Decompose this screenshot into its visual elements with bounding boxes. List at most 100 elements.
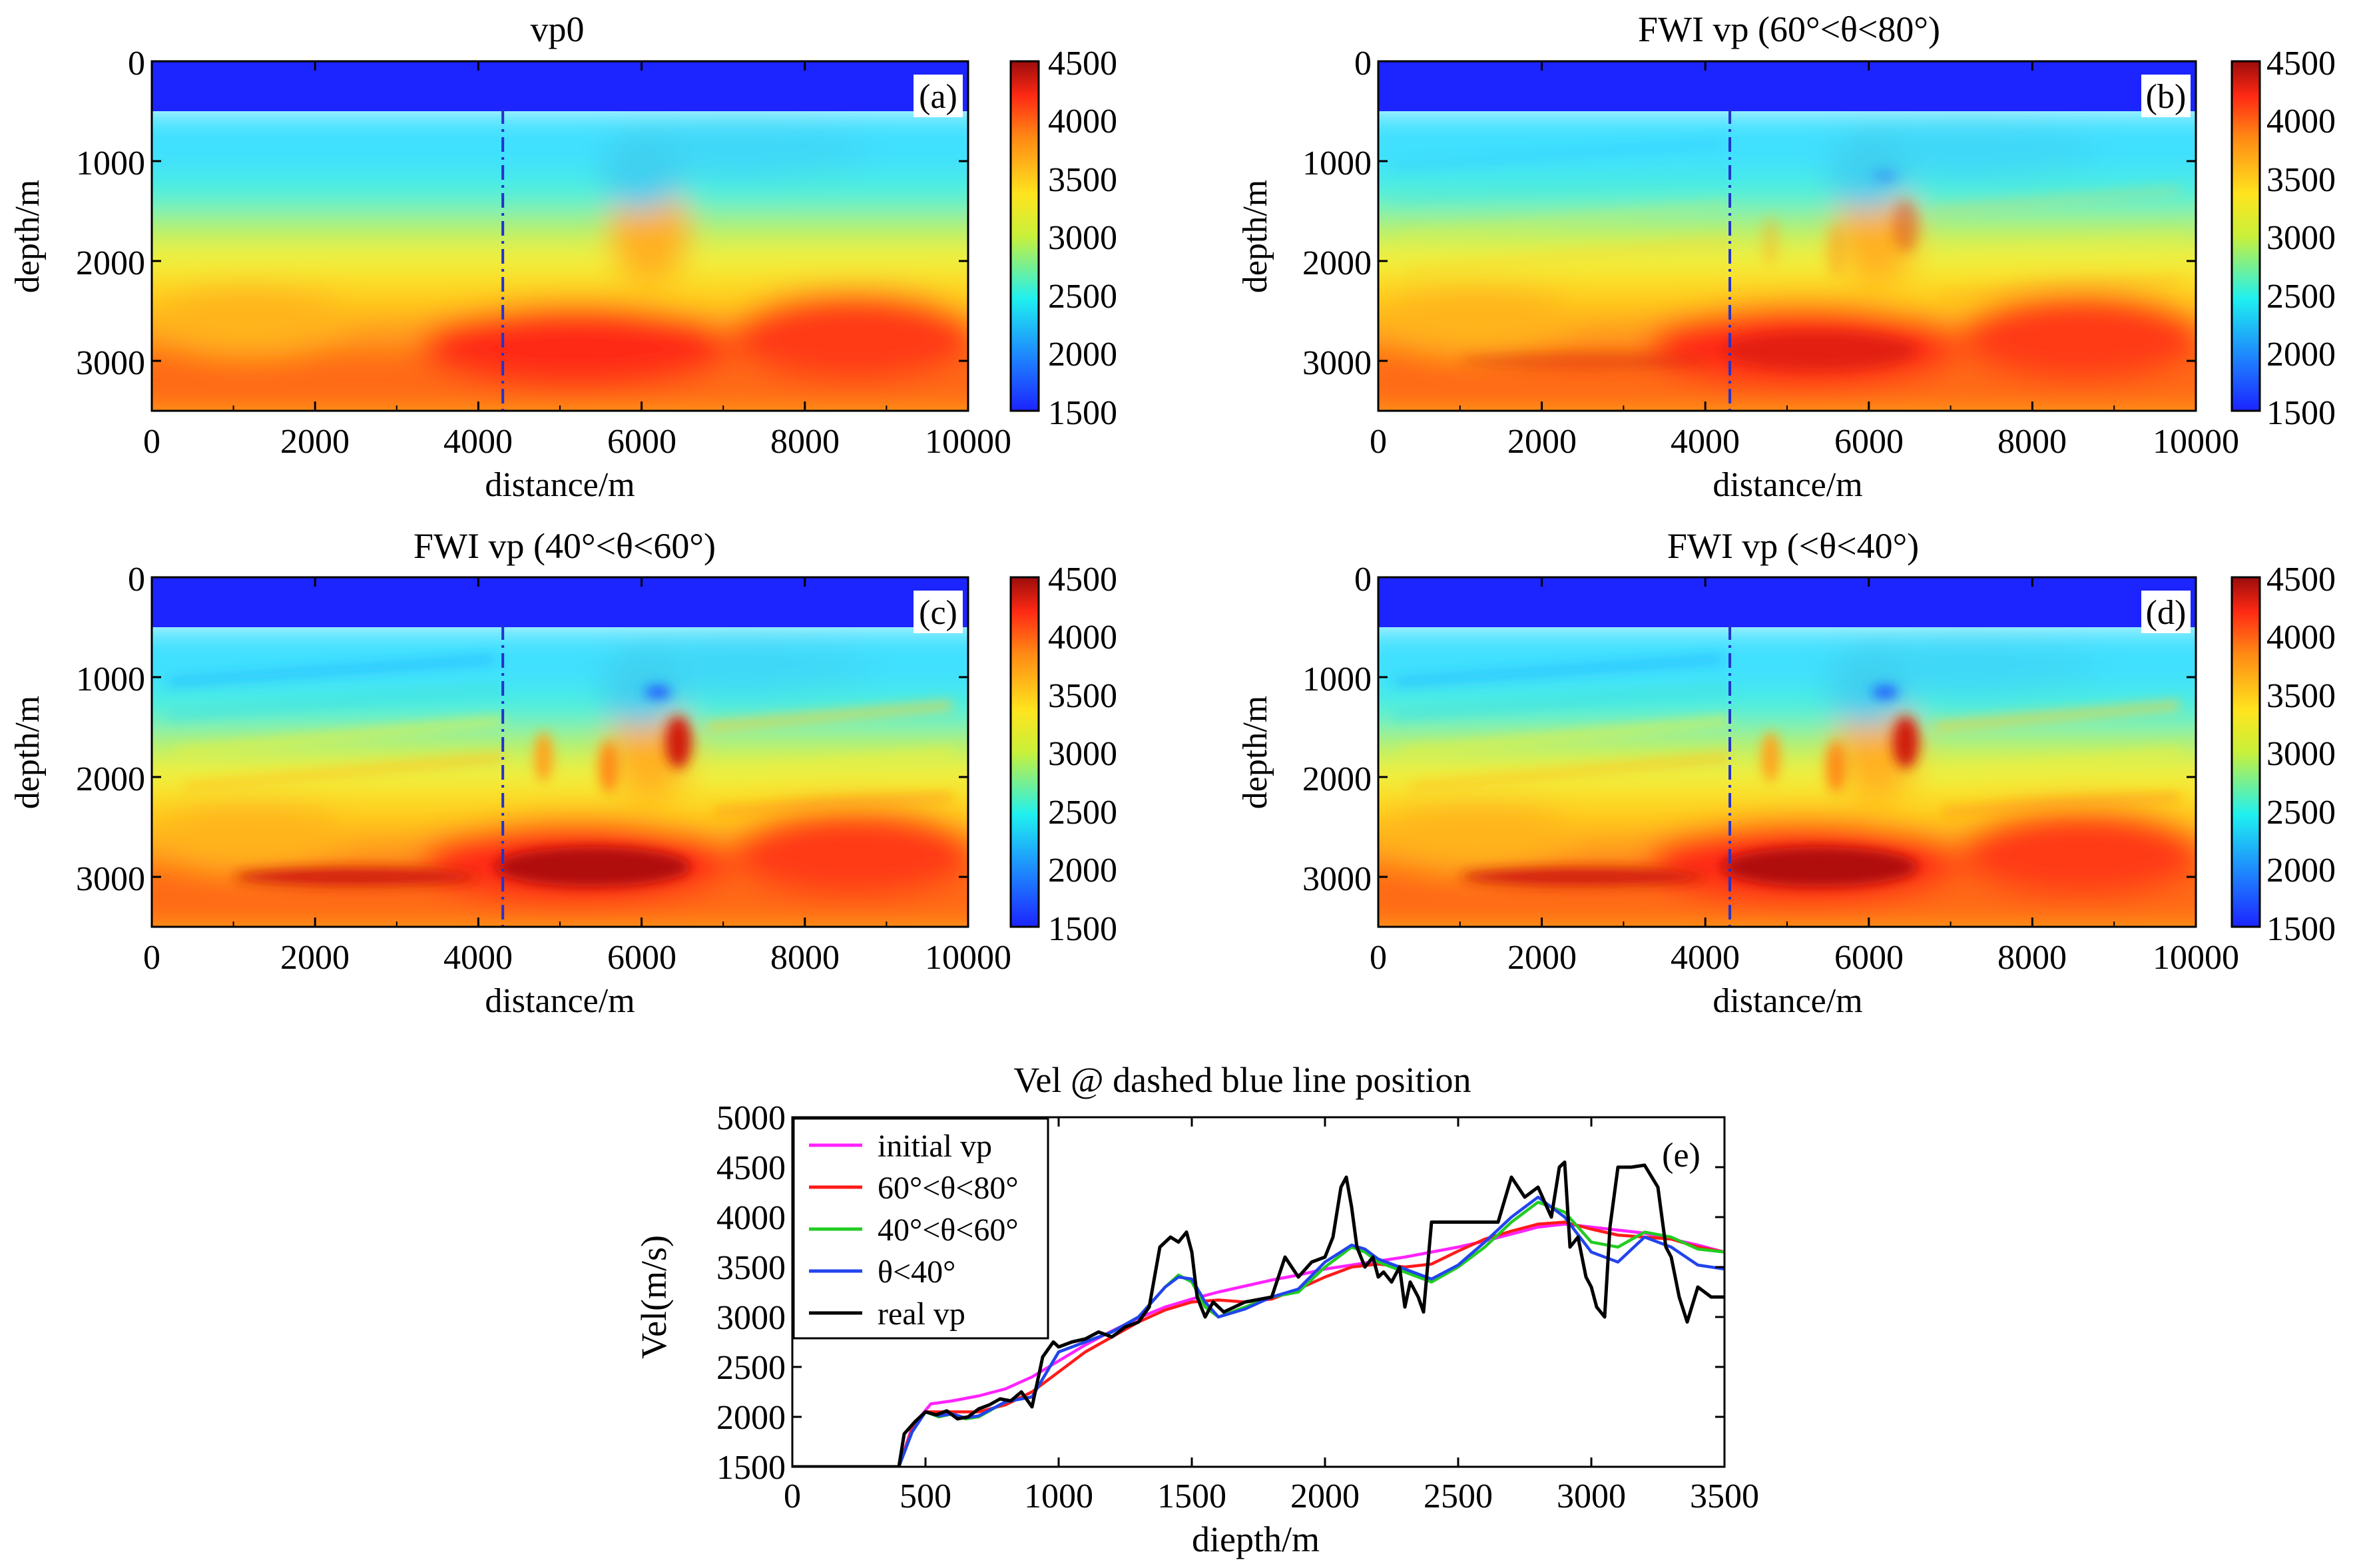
x-tick-label: 4000	[443, 423, 513, 461]
y-tick-label: 0	[1354, 45, 1372, 83]
colorbar-tick-label: 2500	[2266, 278, 2336, 316]
x-tick-label: 1500	[1157, 1477, 1226, 1515]
colorbar-tick-label: 3000	[1048, 219, 1117, 257]
heatmap-anomaly	[1761, 732, 1780, 782]
heatmap-smooth-layers	[152, 109, 968, 411]
series-line-real-vp	[792, 1161, 1724, 1467]
heatmap-reflector	[1394, 686, 1730, 718]
heatmap-field	[152, 577, 968, 927]
legend-entry-40-60: 40°<θ<60°	[809, 1212, 1019, 1248]
panel-label-text: (d)	[2146, 594, 2187, 632]
panel-a-heatmap: (a)	[150, 60, 969, 412]
heatmap-anomaly	[233, 868, 479, 886]
x-tick-label: 4000	[1671, 939, 1740, 977]
heatmap-reflector	[706, 702, 952, 730]
y-tick-label: 1000	[1302, 660, 1372, 698]
colorbar-gradient	[1009, 60, 1040, 412]
panel-e-xticks: 0 500 1000 1500 2000 2500 3000 3500	[784, 1477, 1759, 1515]
y-tick-label: 3500	[716, 1249, 786, 1287]
x-tick-label: 2000	[280, 423, 350, 461]
legend-entry-initial-vp: initial vp	[809, 1129, 992, 1164]
heatmap-body	[601, 647, 682, 727]
heatmap-reflector	[168, 686, 503, 718]
colorbar-tick-label: 3500	[2266, 161, 2336, 199]
heatmap-reflector	[176, 717, 503, 755]
colorbar-tick-label: 2500	[2266, 794, 2336, 832]
heatmap-band	[1378, 625, 2196, 696]
heatmap-detail	[1394, 656, 2180, 887]
panel-c-yticks: 0 1000 2000 3000	[76, 561, 145, 898]
heatmap-body	[421, 304, 732, 388]
heatmap-reflector	[1934, 749, 2180, 780]
heatmap-body	[601, 131, 682, 211]
heatmap-band	[152, 692, 968, 731]
x-tick-label: 500	[900, 1477, 951, 1515]
heatmap-reflector	[1410, 238, 1730, 274]
x-tick-label: 6000	[607, 939, 676, 977]
panel-d: FWI vp (<θ<40°) (d) depth/m distance/m 0…	[1236, 526, 2336, 1020]
legend-label: 60°<θ<80°	[878, 1171, 1019, 1206]
heatmap-anomaly	[1459, 868, 1706, 886]
panel-b-xlabel: distance/m	[1712, 466, 1862, 504]
heatmap-anomaly	[1892, 716, 1919, 768]
heatmap-band	[152, 109, 968, 180]
colorbar-tick-label: 2000	[1048, 852, 1117, 890]
panel-label-box	[2141, 591, 2191, 633]
x-tick-label: 2000	[1507, 939, 1577, 977]
x-tick-label: 0	[1370, 939, 1387, 977]
heatmap-water-layer	[152, 577, 968, 627]
panel-label: (b)	[2141, 75, 2191, 117]
heatmap-reflector	[714, 794, 952, 815]
panel-e-yticks: 5000 4500 4000 3500 3000 2500 2000 1500	[716, 1099, 786, 1487]
y-tick-label: 1000	[1302, 144, 1372, 182]
colorbar-gradient	[2231, 60, 2261, 412]
heatmap-field	[152, 61, 968, 411]
heatmap-anomaly	[1826, 741, 1846, 793]
heatmap-band	[152, 176, 968, 215]
legend-label: θ<40°	[878, 1254, 955, 1290]
heatmap-field	[1378, 61, 2196, 411]
colorbar-tick-label: 3000	[2266, 219, 2336, 257]
panel-a-xticks: 0 2000 4000 6000 8000 10000	[143, 423, 1011, 461]
panel-e-series	[792, 1161, 1724, 1467]
heatmap-anomaly	[1459, 352, 1706, 370]
panel-a-xlabel: distance/m	[485, 466, 635, 504]
heatmap-reflector	[1394, 656, 1722, 685]
panel-b-colorbar: 4500 4000 3500 3000 2500 2000 1500	[2231, 45, 2336, 432]
heatmap-anomaly	[1872, 686, 1899, 698]
panel-b-ylabel: depth/m	[1236, 180, 1274, 293]
x-tick-label: 8000	[770, 423, 840, 461]
heatmap-body	[1828, 647, 1910, 727]
colorbar-tick-label: 1500	[1048, 910, 1117, 948]
y-tick-label: 1000	[76, 144, 145, 182]
heatmap-body	[1958, 291, 2196, 381]
panel-d-colorbar: 4500 4000 3500 3000 2500 2000 1500	[2231, 561, 2336, 948]
heatmap-anomaly	[645, 686, 671, 698]
x-tick-label: 2000	[280, 939, 350, 977]
heatmap-reflector	[1934, 702, 2180, 730]
panel-d-title: FWI vp (<θ<40°)	[1667, 526, 1919, 566]
colorbar-tick-label: 4500	[1048, 45, 1117, 83]
colorbar-tick-label: 3500	[1048, 161, 1117, 199]
panel-label-text: (a)	[919, 78, 957, 116]
colorbar-gradient	[2231, 576, 2261, 928]
x-tick-label: 0	[784, 1477, 801, 1515]
x-tick-label: 4000	[443, 939, 513, 977]
colorbar-tick-label: 1500	[2266, 910, 2336, 948]
x-tick-label: 2000	[1507, 423, 1577, 461]
y-tick-label: 3000	[1302, 344, 1372, 382]
heatmap-band	[1378, 692, 2196, 731]
heatmap-band	[152, 625, 968, 696]
heatmap-body	[152, 802, 356, 872]
heatmap-reflector	[1942, 794, 2180, 815]
panel-a: vp0 (a) depth/m distance/m 0 2000 4000 6…	[9, 9, 1117, 504]
colorbar-tick-label: 4500	[1048, 561, 1117, 599]
colorbar-tick-label: 4000	[2266, 619, 2336, 656]
heatmap-anomaly	[1721, 331, 1918, 371]
line-series-group	[792, 1161, 1724, 1467]
heatmap-body	[1378, 802, 1583, 872]
panel-c-colorbar: 4500 4000 3500 3000 2500 2000 1500	[1009, 561, 1117, 948]
panel-d-ylabel: depth/m	[1236, 696, 1274, 809]
x-tick-label: 6000	[607, 423, 676, 461]
